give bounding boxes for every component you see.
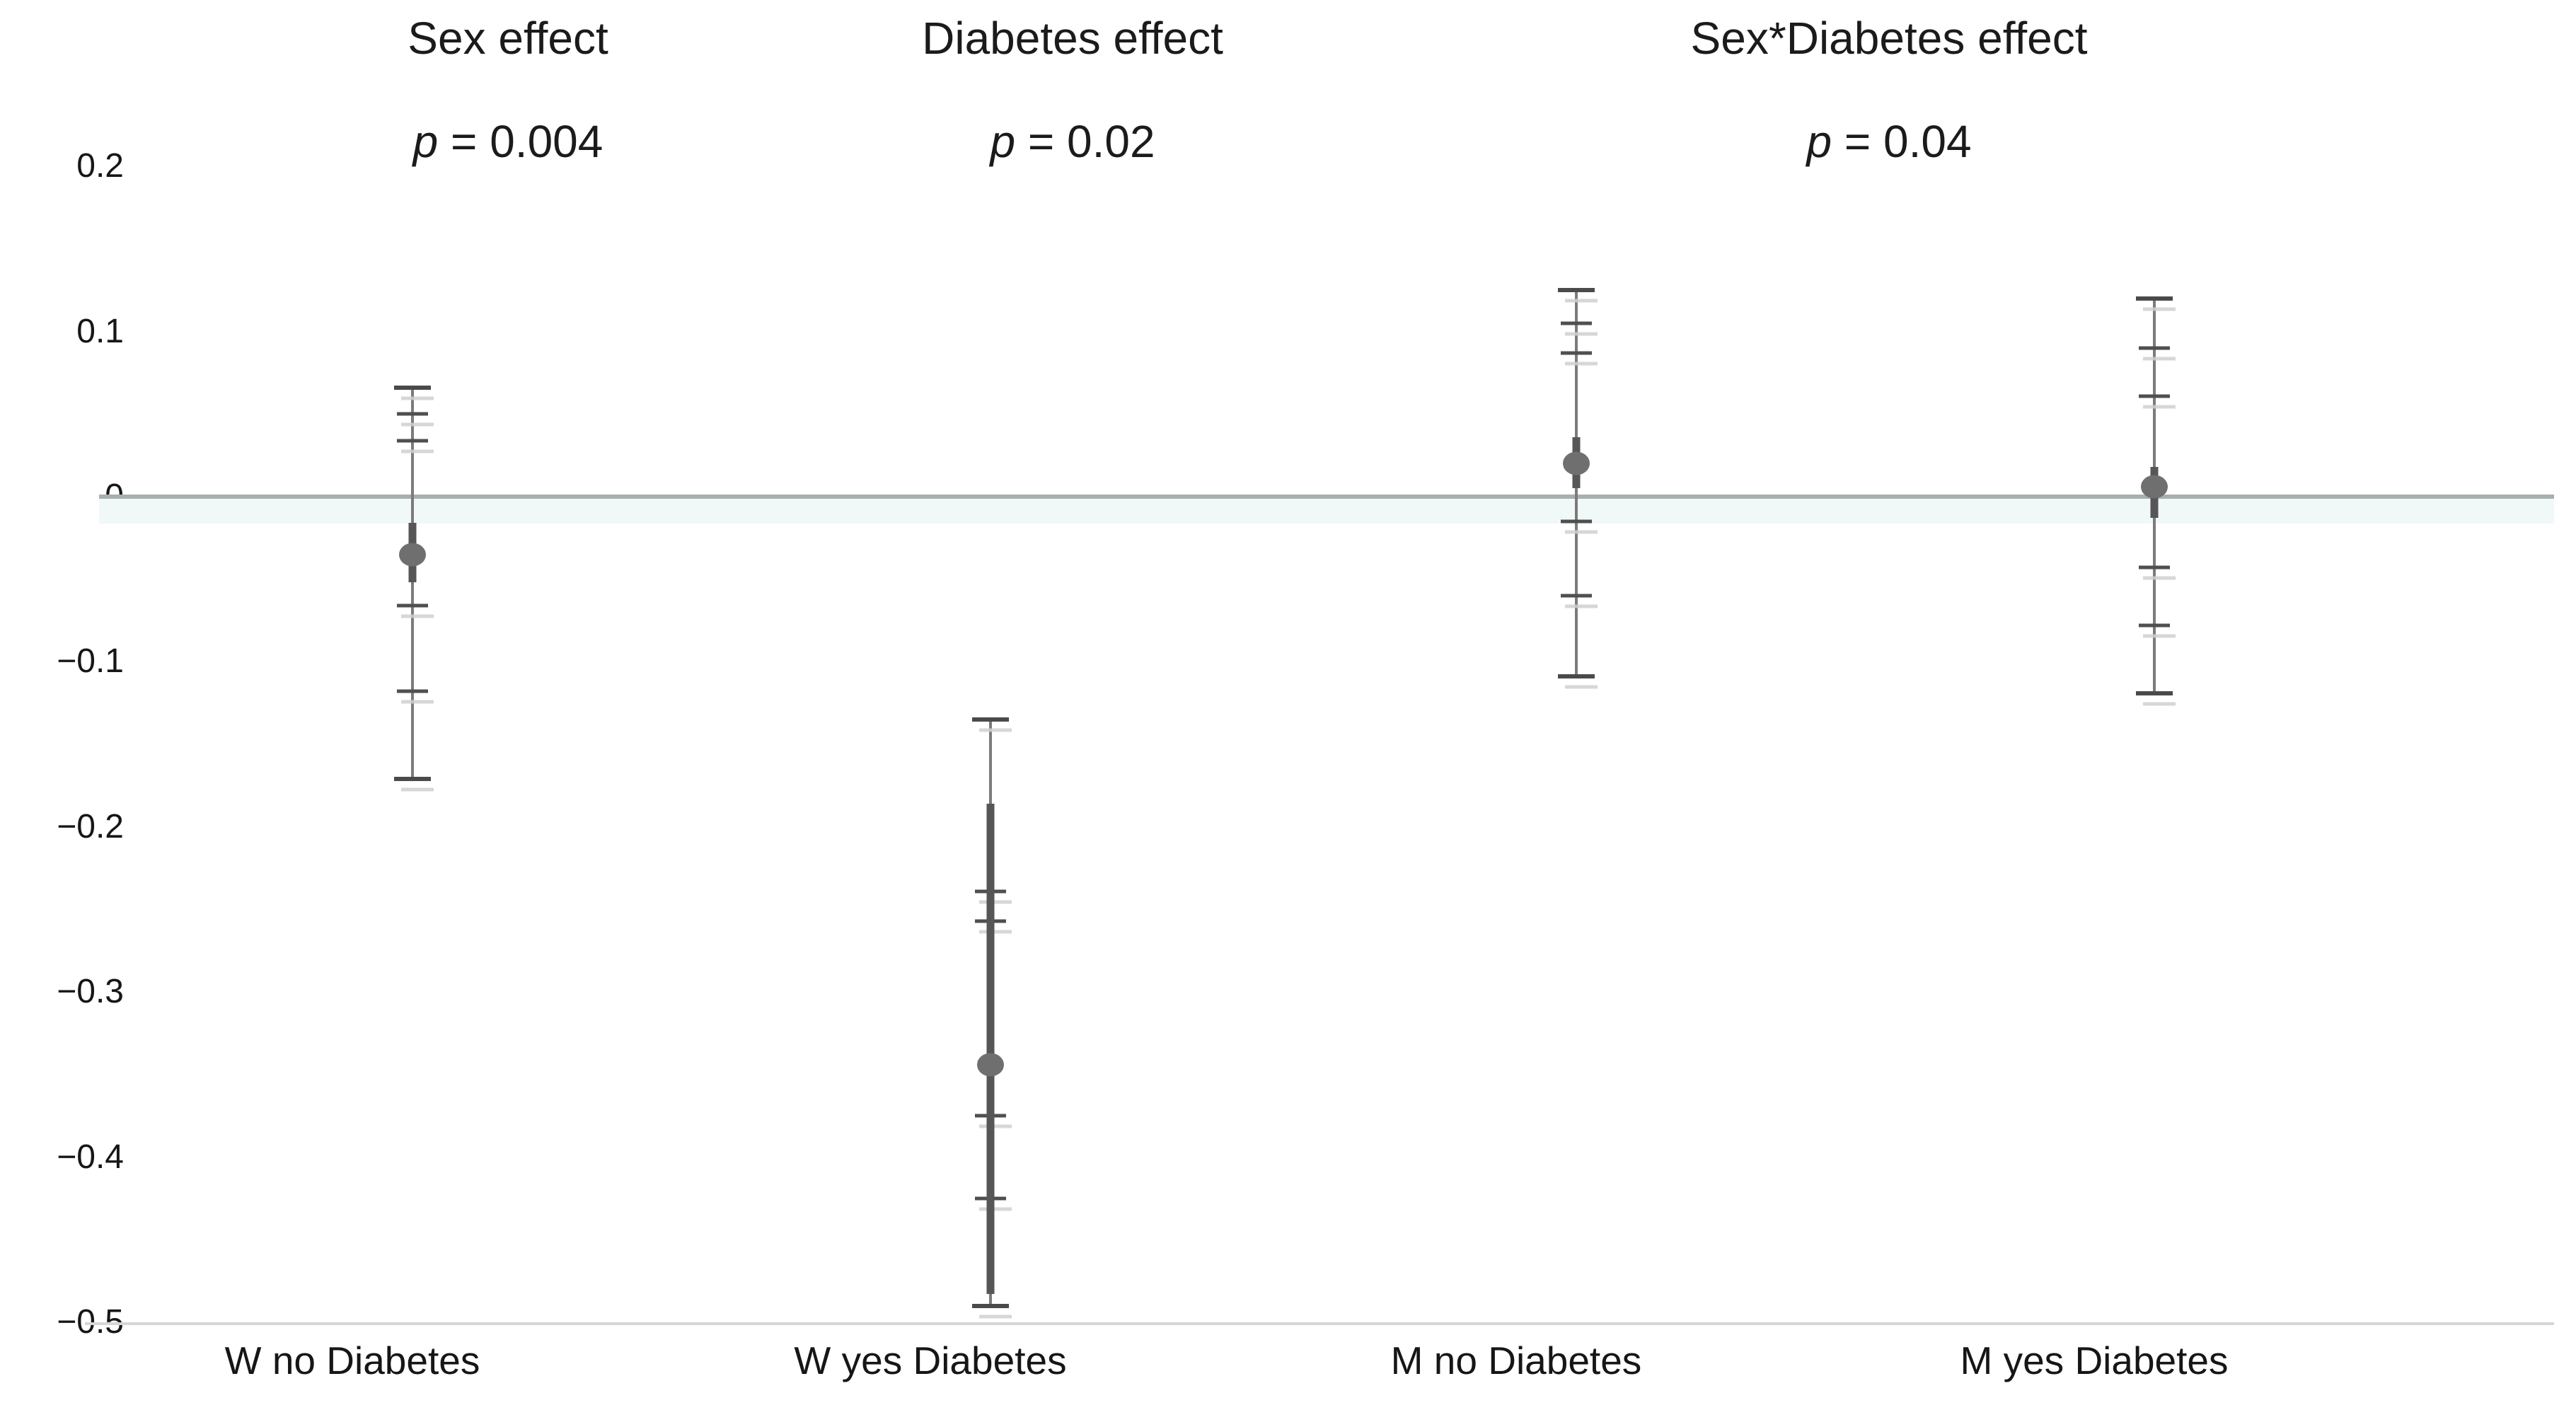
p-italic: p [412, 116, 439, 167]
whisker-cap-shadow [1565, 299, 1598, 303]
whisker-cap [1558, 674, 1595, 679]
interval-tick [1561, 519, 1592, 524]
interval-tick [2139, 623, 2170, 628]
interval-tick-shadow [2143, 576, 2176, 580]
p-value-label: p = 0.04 [1806, 116, 1972, 167]
zero-line-band [99, 495, 2554, 524]
y-axis-tick-label: 0.1 [76, 312, 124, 350]
point-estimate-dot [977, 1053, 1004, 1077]
x-axis-category-label: W no Diabetes [224, 1339, 480, 1382]
interval-tick-shadow [979, 900, 1012, 904]
interval-tick [2139, 565, 2170, 570]
point-estimate-dot [2141, 475, 2168, 499]
interval-tick [2139, 394, 2170, 398]
whisker-cap-shadow [979, 1314, 1012, 1319]
x-axis-line [85, 1322, 2554, 1325]
whisker-cap-shadow [1565, 685, 1598, 689]
y-axis-tick-label: −0.3 [57, 973, 124, 1011]
zero-reference-line [99, 495, 2554, 499]
interval-tick-shadow [979, 1207, 1012, 1211]
p-value-label: p = 0.02 [990, 116, 1155, 167]
panel-title: Diabetes effect [922, 13, 1223, 64]
interval-tick [1561, 321, 1592, 325]
whisker-cap [1558, 288, 1595, 293]
whisker-cap [972, 717, 1009, 722]
interval-tick [397, 439, 428, 443]
interval-tick-shadow [1565, 604, 1598, 608]
interval-tick [397, 603, 428, 608]
interval-tick-shadow [2143, 634, 2176, 638]
interval-tick-shadow [2143, 357, 2176, 361]
interval-tick-shadow [401, 422, 434, 427]
y-axis-tick-label: 0.2 [76, 147, 124, 185]
whisker-cap [394, 777, 431, 782]
interval-tick [1561, 351, 1592, 355]
interval-tick-shadow [1565, 362, 1598, 366]
interval-tick-shadow [979, 930, 1012, 934]
y-axis-tick-label: −0.1 [57, 642, 124, 681]
x-axis-category-label: M no Diabetes [1390, 1339, 1642, 1382]
inner-interval-bar [986, 804, 995, 1295]
p-italic: p [990, 116, 1016, 167]
interval-tick-shadow [979, 1124, 1012, 1128]
interval-tick-shadow [2143, 405, 2176, 409]
interval-tick-shadow [1565, 332, 1598, 336]
whisker-cap-shadow [401, 396, 434, 400]
whisker-cap-shadow [2143, 702, 2176, 706]
interval-tick [2139, 346, 2170, 350]
interval-tick-shadow [401, 700, 434, 704]
point-estimate-dot [399, 543, 426, 567]
p-italic: p [1806, 116, 1832, 167]
whisker-line [411, 387, 414, 780]
interval-tick-shadow [401, 449, 434, 453]
y-axis-tick-label: −0.4 [57, 1138, 124, 1176]
interval-tick-shadow [1565, 530, 1598, 534]
whisker-cap [2136, 690, 2173, 695]
x-axis-category-label: M yes Diabetes [1960, 1339, 2229, 1382]
point-estimate-dot [1563, 451, 1590, 475]
panel-title: Sex effect [408, 13, 608, 64]
whisker-cap [2136, 296, 2173, 301]
interval-tick [397, 689, 428, 693]
whisker-cap-shadow [401, 787, 434, 792]
interval-tick-shadow [401, 614, 434, 618]
p-value-label: p = 0.004 [412, 116, 603, 167]
x-axis-category-label: W yes Diabetes [794, 1339, 1067, 1382]
panel-title: Sex*Diabetes effect [1690, 13, 2088, 64]
whisker-cap [394, 385, 431, 390]
interval-tick [1561, 594, 1592, 598]
y-axis-tick-label: −0.5 [57, 1303, 124, 1341]
whisker-cap-shadow [2143, 307, 2176, 311]
y-axis-tick-label: −0.2 [57, 807, 124, 845]
whisker-cap [972, 1303, 1009, 1308]
interval-tick [397, 412, 428, 416]
whisker-cap-shadow [979, 728, 1012, 732]
